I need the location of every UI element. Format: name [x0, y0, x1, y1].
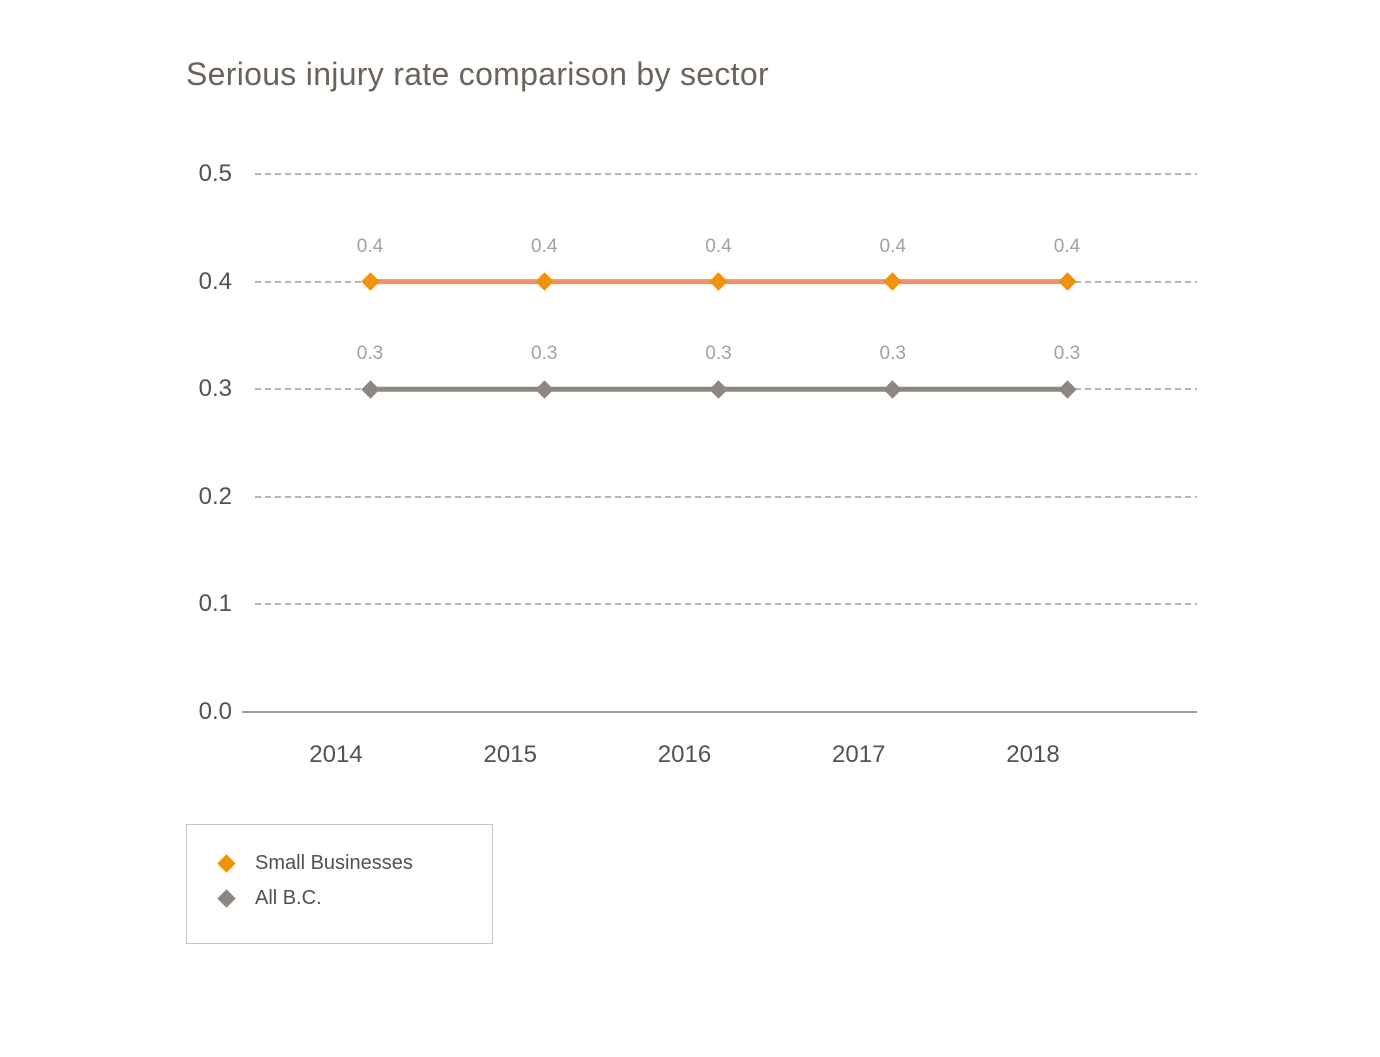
data-point-label: 0.3	[705, 343, 732, 365]
data-point-label: 0.3	[356, 343, 384, 365]
chart-title: Serious injury rate comparison by sector	[186, 56, 769, 92]
y-tick-label: 0.1	[198, 590, 232, 618]
y-tick-label: 0.2	[198, 482, 232, 510]
data-point-label: 0.4	[879, 235, 906, 257]
x-tick-label-2014: 2014	[309, 741, 363, 768]
data-point-label: 0.3	[1053, 343, 1081, 365]
legend-item-small-businesses[interactable]: Small Businesses	[187, 846, 492, 881]
legend-item-label: Small Businesses	[255, 852, 413, 874]
legend-item-all-b-c[interactable]: All B.C.	[187, 881, 492, 916]
gridline-0.2	[255, 495, 1197, 498]
data-point-label: 0.4	[531, 235, 558, 257]
legend: Small Businesses All B.C.	[186, 824, 493, 944]
y-tick-label: 0.4	[198, 267, 232, 295]
x-tick-label-2018: 2018	[1006, 741, 1060, 768]
y-tick-label: 0.3	[198, 375, 232, 403]
x-tick-label-2017: 2017	[832, 741, 886, 768]
data-point-label: 0.4	[1053, 235, 1081, 257]
data-point-label: 0.4	[356, 235, 384, 257]
legend-item-label: All B.C.	[255, 887, 322, 909]
x-axis-line	[242, 711, 1197, 713]
diamond-icon	[217, 889, 236, 908]
data-point-label: 0.4	[705, 235, 732, 257]
y-tick-label: 0.5	[198, 160, 232, 187]
diamond-icon	[217, 854, 236, 873]
x-tick-label-2015: 2015	[483, 741, 537, 768]
gridline-0.1	[255, 603, 1197, 606]
x-tick-label-2016: 2016	[657, 741, 712, 768]
y-tick-label: 0.0	[198, 698, 232, 725]
data-point-label: 0.3	[879, 343, 906, 365]
data-point-label: 0.3	[531, 343, 558, 365]
gridline-0.5	[255, 173, 1197, 175]
